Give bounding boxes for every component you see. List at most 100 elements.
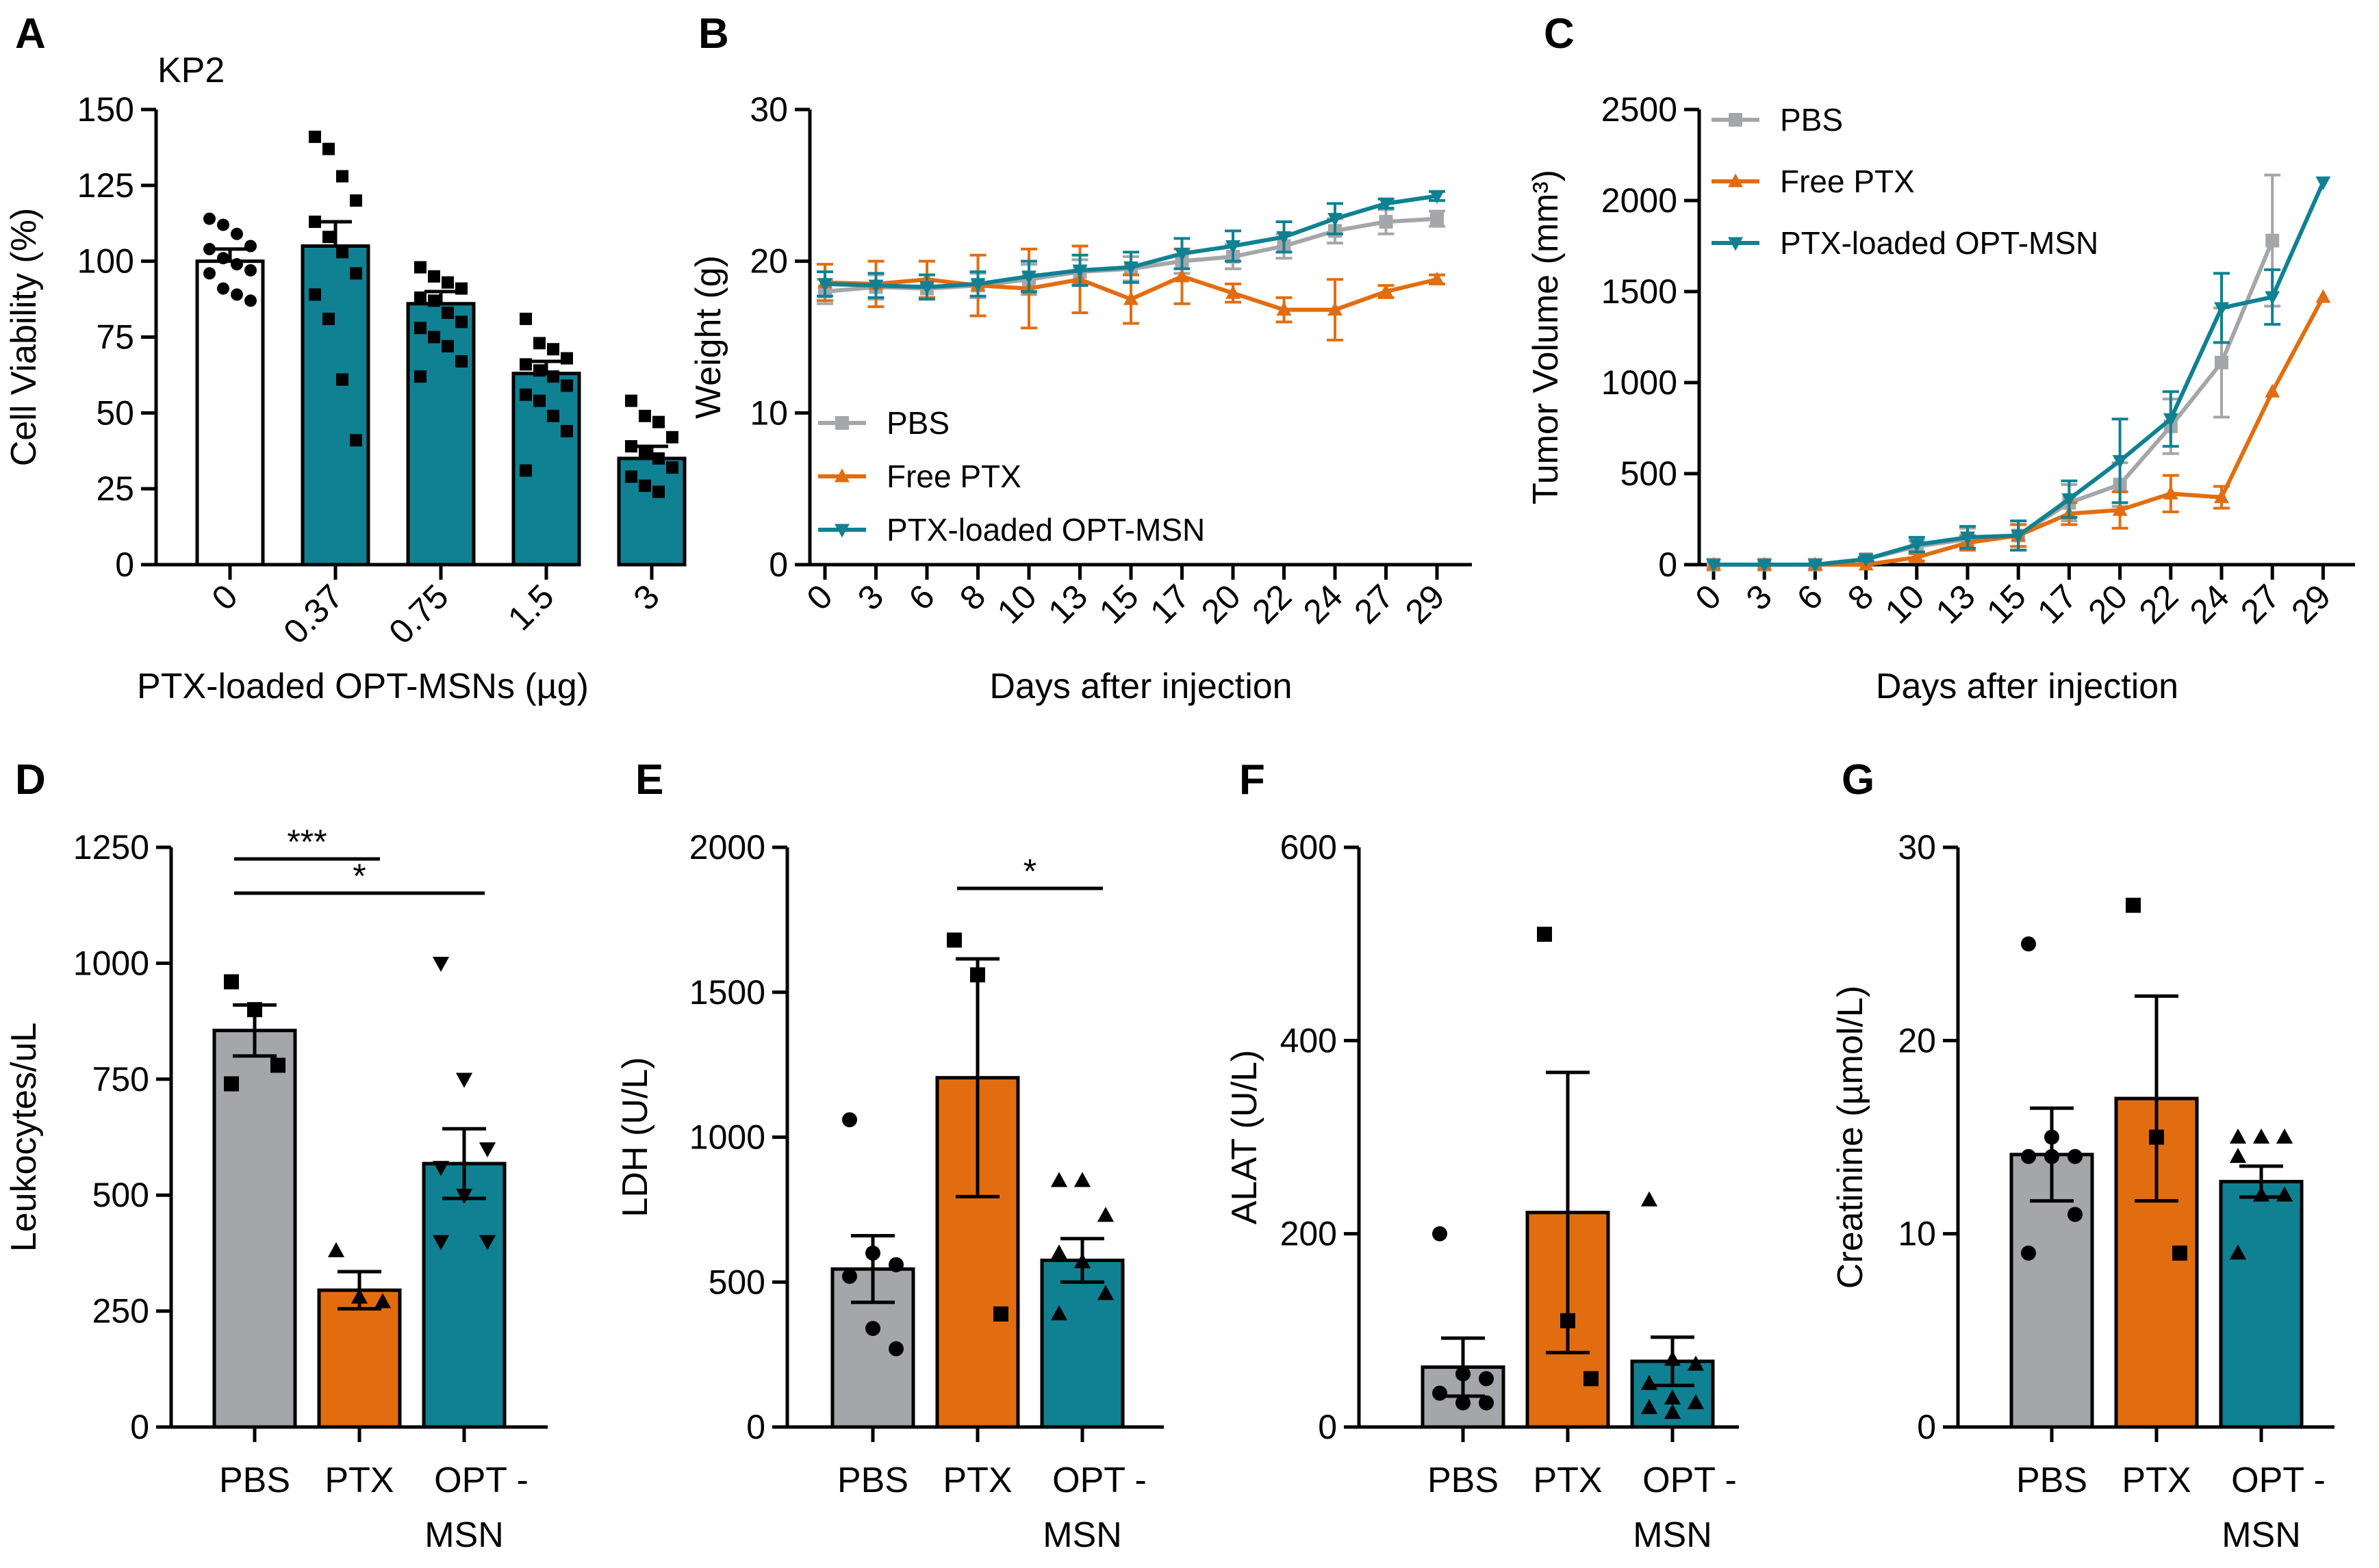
panel-e-data-point xyxy=(889,1341,904,1357)
panel-letter-e: E xyxy=(635,756,663,804)
panel-f-x-tick-label: PTX xyxy=(1533,1461,1602,1500)
panel-c-data-point xyxy=(1706,558,1721,573)
panel-g-x-tick-label: MSN xyxy=(2222,1515,2301,1555)
panel-c-data-point xyxy=(2265,383,2280,398)
panel-e-data-point xyxy=(865,1245,880,1261)
panel-d-data-point xyxy=(351,1288,368,1304)
panel-a-data-point xyxy=(652,452,665,465)
panel-letter-d: D xyxy=(15,756,46,804)
panel-e-data-point xyxy=(865,1321,880,1337)
panel-d-data-point xyxy=(224,1076,239,1092)
panel-a-data-point xyxy=(217,218,229,231)
panel-a-data-point xyxy=(350,434,362,447)
panel-g-data-point xyxy=(2021,936,2036,952)
panel-letter-g: G xyxy=(1842,756,1874,804)
panel-a-data-point xyxy=(309,288,321,301)
panel-d-y-tick-label: 1250 xyxy=(73,828,149,866)
panel-a-data-point xyxy=(244,294,257,307)
panel-c-x-tick-label: 0 xyxy=(1688,577,1729,617)
panel-a-data-point xyxy=(336,246,348,259)
panel-a-y-tick-label: 25 xyxy=(96,470,134,508)
panel-a-data-point xyxy=(639,446,651,459)
panel-a-data-point xyxy=(547,343,559,356)
panel-c-legend-label: Free PTX xyxy=(1780,164,1915,199)
panel-f-y-tick-label: 0 xyxy=(1318,1408,1337,1446)
panel-e-data-point xyxy=(1073,1252,1091,1268)
panel-e-y-tick-label: 1000 xyxy=(689,1118,765,1157)
panel-a-data-point xyxy=(625,440,637,453)
panel-b-data-point xyxy=(1225,285,1241,299)
panel-f-data-point xyxy=(1640,1374,1658,1390)
panel-a-data-point xyxy=(455,316,468,329)
panel-c-legend-marker xyxy=(1729,113,1742,127)
panel-a-data-point xyxy=(414,291,427,304)
panel-b-data-point xyxy=(1378,197,1394,211)
panel-g-data-point xyxy=(2229,1128,2247,1144)
panel-g-bar xyxy=(2219,1179,2304,1429)
panel-e-data-point xyxy=(993,1306,1008,1322)
panel-b-x-tick-label: 20 xyxy=(1194,577,1248,631)
panel-e-data-point xyxy=(1050,1244,1068,1260)
panel-c-x-tick-label: 8 xyxy=(1840,577,1881,617)
panel-a-data-point xyxy=(666,461,678,474)
panel-g-y-tick-label: 10 xyxy=(1898,1215,1936,1253)
panel-g-data-point xyxy=(2149,1129,2164,1145)
panel-f-y-tick-label: 200 xyxy=(1280,1215,1337,1253)
panel-a-bar-chart: 0 25 50 75 100 125 150 Cell Viability (%) 0 0.37 0… xyxy=(4,90,687,706)
panel-c-data-point xyxy=(2112,454,2128,469)
panel-a-data-point xyxy=(520,464,532,477)
panel-f-data-point xyxy=(1537,927,1552,942)
panel-a-data-point xyxy=(217,282,229,295)
panel-a-x-tick-label: 0.75 xyxy=(381,577,455,651)
panel-a-data-point xyxy=(414,322,427,335)
panel-a-data-point xyxy=(350,267,362,280)
panel-f-data-point xyxy=(1479,1371,1494,1387)
panel-f-alat-bar-chart: 0 200 400 600 ALAT (U/L) PBS PTX OPT - MSN xyxy=(1225,828,1739,1555)
panel-a-data-point xyxy=(203,212,216,225)
panel-g-data-point xyxy=(2229,1148,2247,1164)
panel-d-x-tick-label: PTX xyxy=(325,1461,394,1500)
panel-b-data-point xyxy=(1429,271,1445,285)
panel-d-y-tick-label: 500 xyxy=(92,1176,149,1214)
panel-d-data-point xyxy=(247,1002,262,1018)
panel-e-x-tick-label: PTX xyxy=(943,1461,1012,1500)
panel-a-data-point xyxy=(547,409,559,422)
panel-g-data-point xyxy=(2229,1244,2247,1260)
panel-c-data-point xyxy=(1909,539,1924,553)
panel-b-data-point xyxy=(1021,270,1036,285)
panel-g-y-tick-label: 0 xyxy=(1917,1408,1936,1446)
panel-b-y-tick-label: 0 xyxy=(769,545,788,584)
panel-c-x-tick-label: 22 xyxy=(2132,577,2186,631)
panel-d-y-tick-label: 0 xyxy=(130,1408,149,1446)
panel-a-data-point xyxy=(561,379,573,392)
panel-a-x-tick-label: 3 xyxy=(626,577,667,617)
panel-b-x-tick-label: 3 xyxy=(850,577,891,617)
panel-g-creatinine-bar-chart: 0 10 20 30 Creatinine (µmol/L) PBS PTX OPT - MSN xyxy=(1831,828,2335,1555)
panel-c-y-tick-label: 1500 xyxy=(1601,272,1677,311)
panel-c-y-tick-label: 0 xyxy=(1658,545,1677,584)
panel-f-data-point xyxy=(1640,1191,1658,1207)
panel-b-legend-marker xyxy=(835,524,850,538)
panel-a-data-point xyxy=(428,270,440,283)
panel-b-x-tick-label: 0 xyxy=(800,577,840,617)
panel-c-data-point xyxy=(2315,289,2331,303)
panel-f-x-tick-label: PBS xyxy=(1427,1461,1499,1500)
panel-c-data-point xyxy=(2061,493,2077,507)
panel-f-data-point xyxy=(1664,1389,1681,1404)
panel-a-y-tick-label: 150 xyxy=(77,90,134,129)
panel-g-data-point xyxy=(2276,1128,2293,1144)
panel-d-x-tick-label: MSN xyxy=(424,1515,504,1555)
panel-d-data-point xyxy=(327,1242,345,1257)
panel-a-data-point xyxy=(520,388,532,401)
panel-e-data-point xyxy=(842,1268,857,1284)
panel-b-legend-marker xyxy=(835,468,850,483)
panel-g-data-point xyxy=(2068,1148,2083,1164)
panel-a-data-point xyxy=(561,424,573,437)
panel-g-y-tick-label: 20 xyxy=(1898,1021,1936,1059)
panel-g-data-point xyxy=(2252,1186,2270,1202)
panel-c-x-tick-label: 6 xyxy=(1790,577,1830,617)
panel-b-x-tick-label: 24 xyxy=(1296,577,1350,631)
panel-a-x-tick-label: 0 xyxy=(205,577,245,617)
panel-d-data-point xyxy=(432,1235,450,1250)
panel-f-x-tick-label: MSN xyxy=(1633,1515,1712,1555)
